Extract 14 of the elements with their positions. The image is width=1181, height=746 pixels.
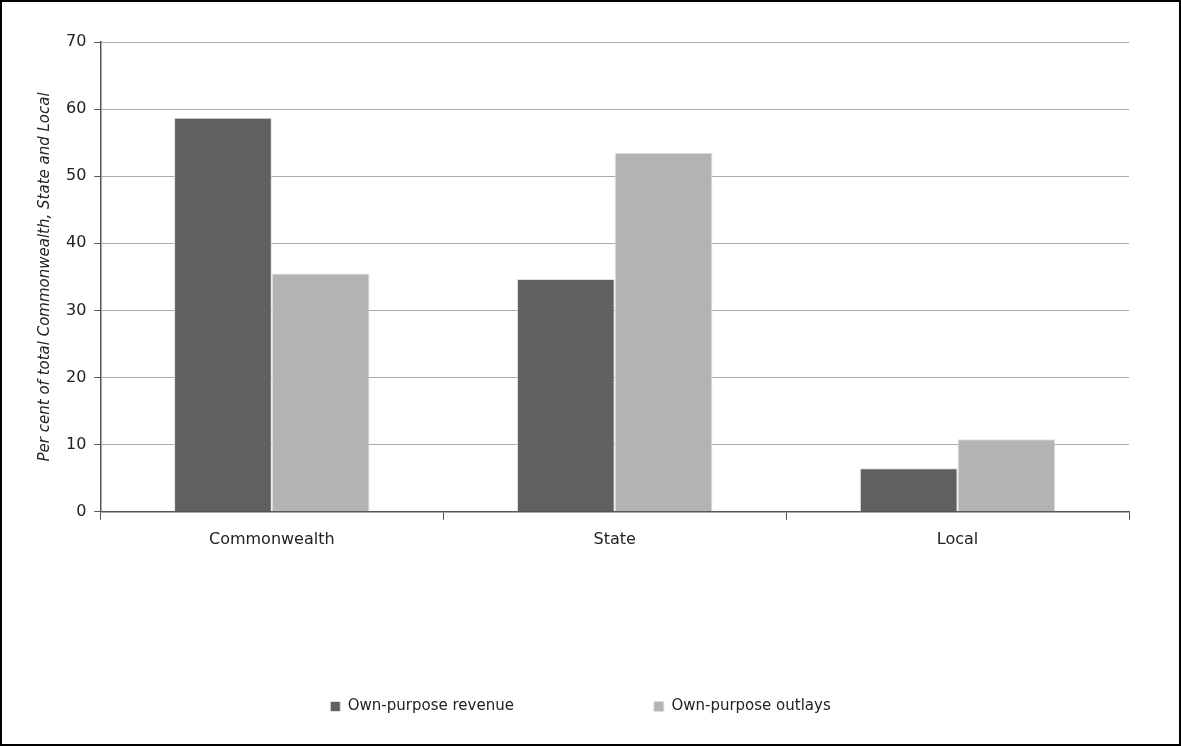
y-tick-label: 10 — [66, 433, 87, 453]
y-tick-label: 20 — [66, 366, 87, 386]
legend-label: Own-purpose outlays — [671, 696, 831, 715]
y-tick-label: 50 — [66, 165, 87, 185]
y-tick-label: 30 — [66, 299, 87, 319]
y-tick-label: 70 — [66, 31, 87, 51]
y-axis-title: Per cent of total Commonwealth, State and Local — [34, 91, 53, 462]
legend-label: Own-purpose revenue — [347, 696, 514, 715]
y-tick-label: 60 — [66, 98, 87, 118]
y-tick-label: 40 — [66, 232, 87, 252]
y-tick-label: 0 — [76, 500, 87, 520]
x-tick-label: Local — [936, 528, 979, 548]
x-tick-label: State — [593, 528, 636, 548]
x-tick-label: Commonwealth — [208, 528, 335, 548]
